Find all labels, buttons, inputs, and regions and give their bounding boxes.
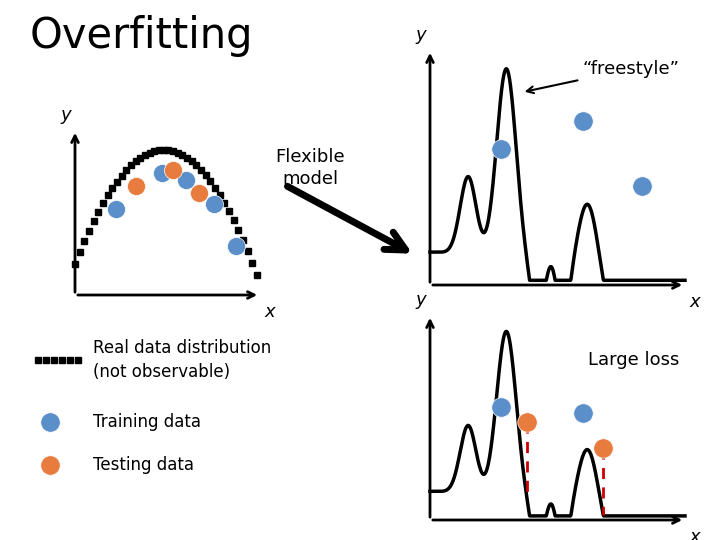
Text: $y$: $y$	[60, 108, 73, 126]
Text: $x$: $x$	[689, 528, 702, 540]
Text: Real data distribution
(not observable): Real data distribution (not observable)	[93, 339, 271, 381]
Text: Overfitting: Overfitting	[30, 15, 253, 57]
Text: Testing data: Testing data	[93, 456, 194, 474]
Text: $x$: $x$	[264, 303, 277, 321]
Text: $x$: $x$	[689, 293, 702, 311]
Text: $y$: $y$	[415, 293, 428, 311]
Text: Training data: Training data	[93, 413, 201, 431]
Text: Large loss: Large loss	[588, 351, 680, 369]
Text: Flexible
model: Flexible model	[275, 148, 345, 188]
Text: $y$: $y$	[415, 28, 428, 46]
Text: “freestyle”: “freestyle”	[527, 60, 680, 93]
